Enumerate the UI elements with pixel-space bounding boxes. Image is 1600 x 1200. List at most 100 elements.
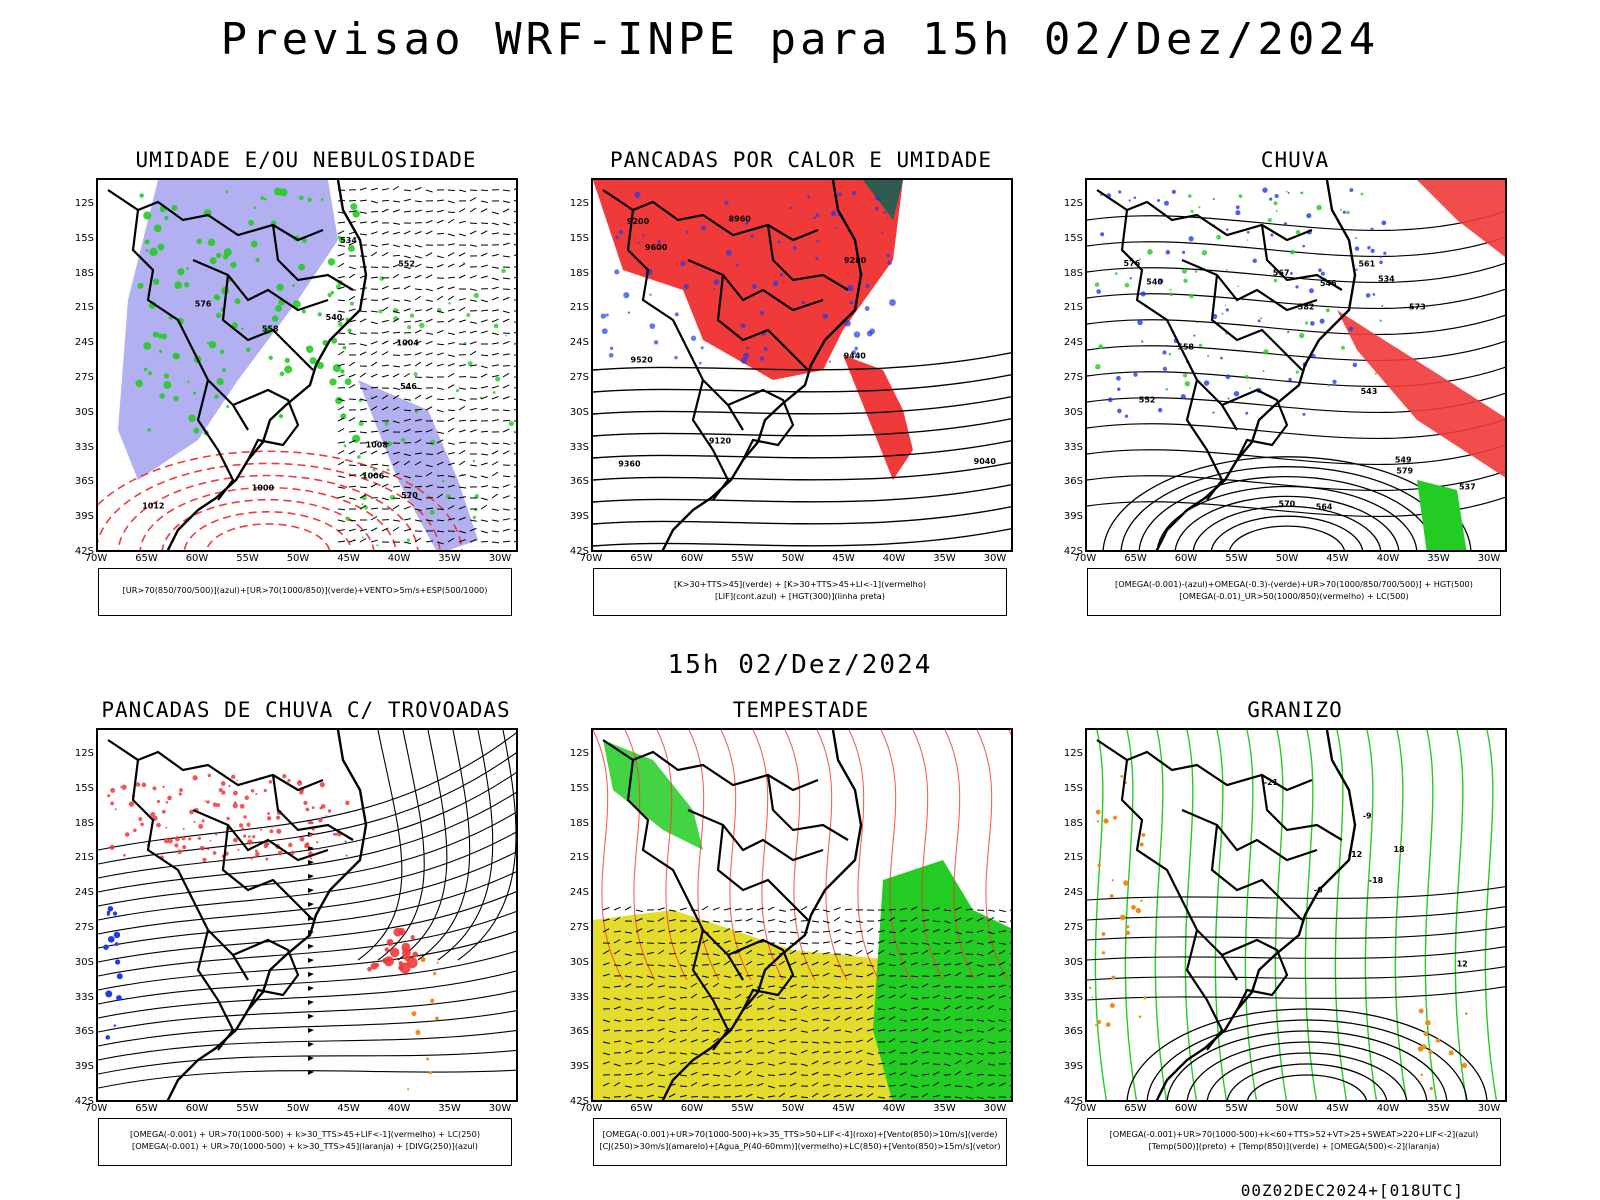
- panel-title: PANCADAS POR CALOR E UMIDADE: [609, 148, 992, 172]
- lat-tick-label: 42S: [1063, 546, 1083, 557]
- lon-tick-label: 70W: [84, 1103, 108, 1114]
- lat-tick-label: 39S: [74, 1061, 94, 1073]
- legend-box: [OMEGA(-0.001)-(azul)+OMEGA(-0.3)-(verde…: [1087, 568, 1501, 616]
- lon-tick-label: 70W: [579, 553, 603, 564]
- lon-tick-label: 55W: [731, 553, 754, 564]
- lat-tick-label: 30S: [1063, 406, 1083, 418]
- lat-tick-label: 36S: [569, 1026, 589, 1038]
- lon-tick-label: 30W: [1477, 1103, 1501, 1114]
- lon-tick-label: 40W: [1376, 553, 1400, 564]
- lat-tick-label: 12S: [74, 748, 94, 759]
- lon-tick-label: 50W: [286, 1103, 310, 1114]
- contour-label: 9440: [844, 351, 867, 360]
- contour-label: 1008: [366, 441, 389, 450]
- contour-label: 558: [262, 325, 279, 334]
- lat-tick-label: 36S: [569, 476, 589, 488]
- contour-label: 549: [1395, 456, 1412, 465]
- legend-line: [OMEGA(-0.001) + UR>70(1000-500) + k>30_…: [132, 1141, 478, 1151]
- lat-tick-label: 30S: [74, 406, 94, 418]
- lon-tick-label: 50W: [1275, 553, 1299, 564]
- contour-label: -21: [1264, 778, 1279, 787]
- lat-tick-label: 36S: [1063, 1026, 1083, 1038]
- lat-tick-label: 24S: [1063, 337, 1083, 349]
- lat-tick-label: 15S: [74, 232, 94, 244]
- lat-tick-label: 27S: [569, 372, 589, 383]
- lat-tick-label: 15S: [1063, 782, 1083, 794]
- lat-tick-label: 15S: [569, 782, 589, 794]
- contour-label: 546: [1320, 279, 1337, 288]
- lon-tick-label: 70W: [84, 553, 108, 564]
- lon-tick-label: 70W: [579, 1103, 603, 1114]
- lat-tick-label: 12S: [74, 198, 94, 209]
- lon-tick-label: 60W: [185, 553, 209, 564]
- lon-tick-label: 35W: [933, 1103, 956, 1114]
- lon-tick-label: 40W: [882, 553, 906, 564]
- lat-tick-label: 21S: [1063, 302, 1083, 314]
- contour-label: 561: [1358, 259, 1375, 268]
- lat-tick-label: 27S: [569, 922, 589, 933]
- legend-line: [OMEGA(-0.001)+UR>70(1000-500)+k>35_TTS>…: [602, 1129, 998, 1139]
- contour-label: 540: [326, 313, 343, 322]
- contour-label: 1006: [362, 472, 385, 481]
- legend-line: [OMEGA(-0.001)-(azul)+OMEGA(-0.3)-(verde…: [1115, 579, 1473, 589]
- forecast-map: -18 -12 -21 -9 -6 12 18: [1085, 728, 1507, 1102]
- contour-label: 1000: [252, 483, 275, 492]
- lat-tick-label: 24S: [74, 887, 94, 899]
- legend-box: [K>30+TTS>45](verde) + [K>30+TTS>45+LI<-…: [593, 568, 1007, 616]
- lat-tick-label: 12S: [1063, 198, 1083, 209]
- contour-label: 1004: [397, 338, 420, 347]
- legend-line: [CJ(250)>30m/s](amarelo)+[Agua_P(40-60mm…: [599, 1141, 1001, 1151]
- lat-tick-label: 18S: [1063, 817, 1083, 829]
- contour-label: 12: [1457, 959, 1468, 968]
- lon-tick-label: 45W: [1326, 1103, 1349, 1114]
- lat-tick-label: 39S: [1063, 511, 1083, 523]
- lat-tick-label: 33S: [74, 441, 94, 453]
- legend-line: [LIF](cont.azul) + [HGT(300)](linha pret…: [714, 591, 886, 601]
- lat-tick-label: 27S: [1063, 372, 1083, 383]
- lon-tick-label: 45W: [832, 1103, 855, 1114]
- lat-tick-label: 39S: [74, 511, 94, 523]
- lon-tick-label: 30W: [983, 553, 1007, 564]
- contour-label: 570: [1279, 500, 1296, 509]
- lat-tick-label: 24S: [1063, 887, 1083, 899]
- lat-tick-label: 27S: [74, 922, 94, 933]
- forecast-map: 1004 1008 1012 570 576 1000 1006 558 552 546 540 53…: [96, 178, 518, 552]
- lat-tick-label: 42S: [569, 546, 589, 557]
- lat-tick-label: 39S: [1063, 1061, 1083, 1073]
- contour-label: 9280: [844, 256, 867, 265]
- lat-tick-label: 21S: [569, 852, 589, 864]
- lat-tick-label: 33S: [569, 991, 589, 1003]
- lon-tick-label: 35W: [933, 553, 956, 564]
- contour-label: 558: [1177, 343, 1194, 352]
- contour-label: 534: [340, 236, 357, 245]
- lon-tick-label: 65W: [1124, 1103, 1147, 1114]
- lat-tick-label: 33S: [569, 441, 589, 453]
- legend-line: [K>30+TTS>45](verde) + [K>30+TTS>45+LI<-…: [673, 579, 927, 589]
- forecast-map: 9600 9520 9440 9360 9280 9200 9120 9040 8960: [591, 178, 1013, 552]
- legend-line: [Temp(500)](preto) + [Temp(850)](verde) …: [1148, 1141, 1440, 1151]
- lat-tick-label: 24S: [74, 337, 94, 349]
- lon-tick-label: 30W: [983, 1103, 1007, 1114]
- legend-box: [OMEGA(-0.001) + UR>70(1000-500) + k>30_…: [98, 1118, 512, 1166]
- panel-title: GRANIZO: [1247, 698, 1343, 722]
- lon-tick-label: 60W: [680, 1103, 704, 1114]
- lat-tick-label: 18S: [74, 267, 94, 279]
- lon-tick-label: 60W: [680, 553, 704, 564]
- contour-label: 8960: [729, 215, 752, 224]
- page-subtitle: 15h 02/Dez/2024: [667, 650, 933, 680]
- lat-tick-label: 15S: [1063, 232, 1083, 244]
- lon-tick-label: 55W: [1225, 553, 1248, 564]
- contour-label: 570: [401, 491, 418, 500]
- contour-label: 564: [1316, 502, 1333, 511]
- contour-label: 537: [1459, 483, 1476, 492]
- lon-tick-label: 65W: [630, 553, 653, 564]
- lat-tick-label: 33S: [74, 991, 94, 1003]
- lat-tick-label: 36S: [1063, 476, 1083, 488]
- lon-tick-label: 55W: [1225, 1103, 1248, 1114]
- lat-tick-label: 39S: [569, 1061, 589, 1073]
- lon-tick-label: 35W: [1427, 553, 1450, 564]
- contour-label: 573: [1409, 303, 1426, 312]
- forecast-map: [591, 728, 1013, 1102]
- contour-label: 534: [1378, 275, 1395, 284]
- legend-line: [OMEGA(-0.001) + UR>70(1000-500) + k>30_…: [129, 1129, 481, 1139]
